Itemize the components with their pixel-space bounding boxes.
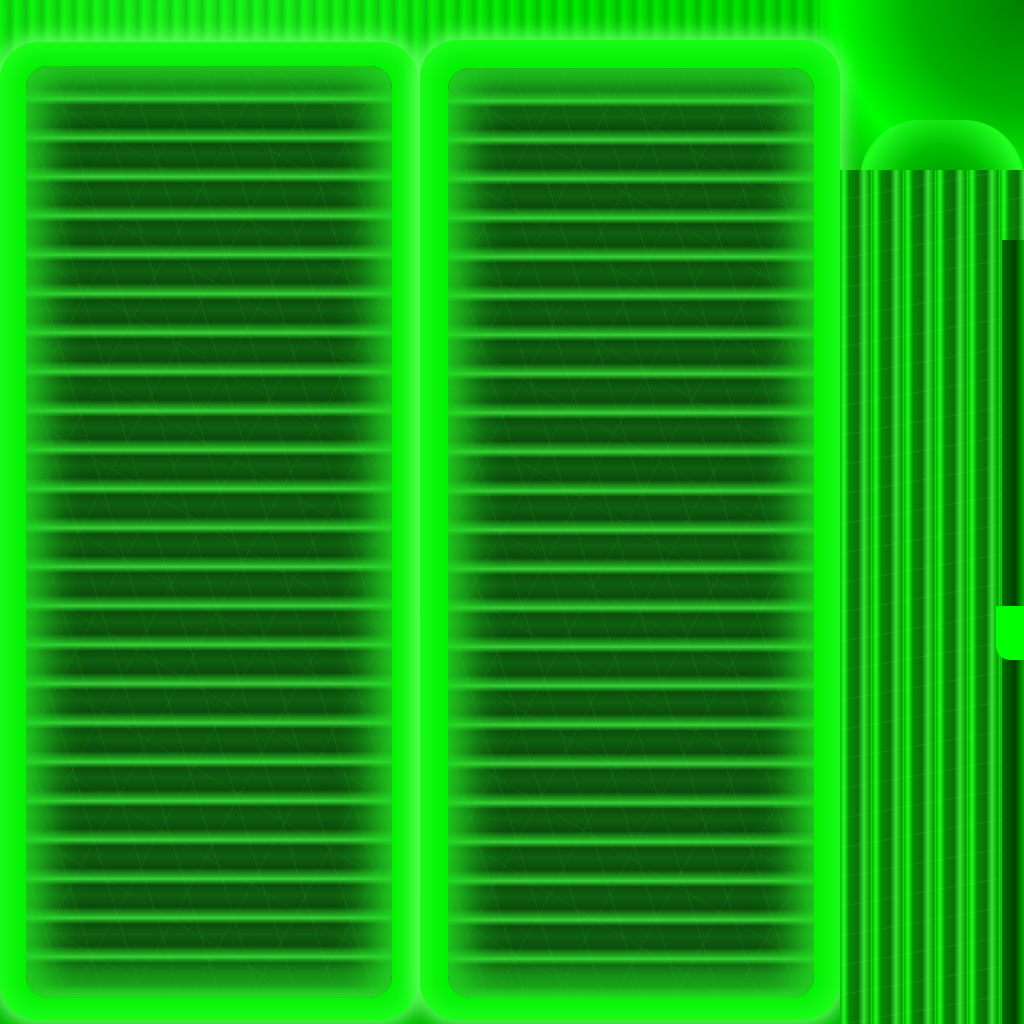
scratch-grain [26, 66, 392, 998]
ribbed-strip [840, 170, 1024, 1024]
panel-mid [420, 40, 840, 1020]
scratch-grain [448, 68, 814, 998]
panel-left [0, 42, 418, 1020]
grille-slats [26, 66, 392, 998]
grille-left [26, 66, 392, 998]
grille-slats [448, 68, 814, 998]
grille-mid [448, 68, 814, 998]
strip-grain [840, 170, 1024, 1024]
grille-glow [448, 68, 814, 998]
grille-glow [26, 66, 392, 998]
strip-notch [996, 606, 1024, 660]
